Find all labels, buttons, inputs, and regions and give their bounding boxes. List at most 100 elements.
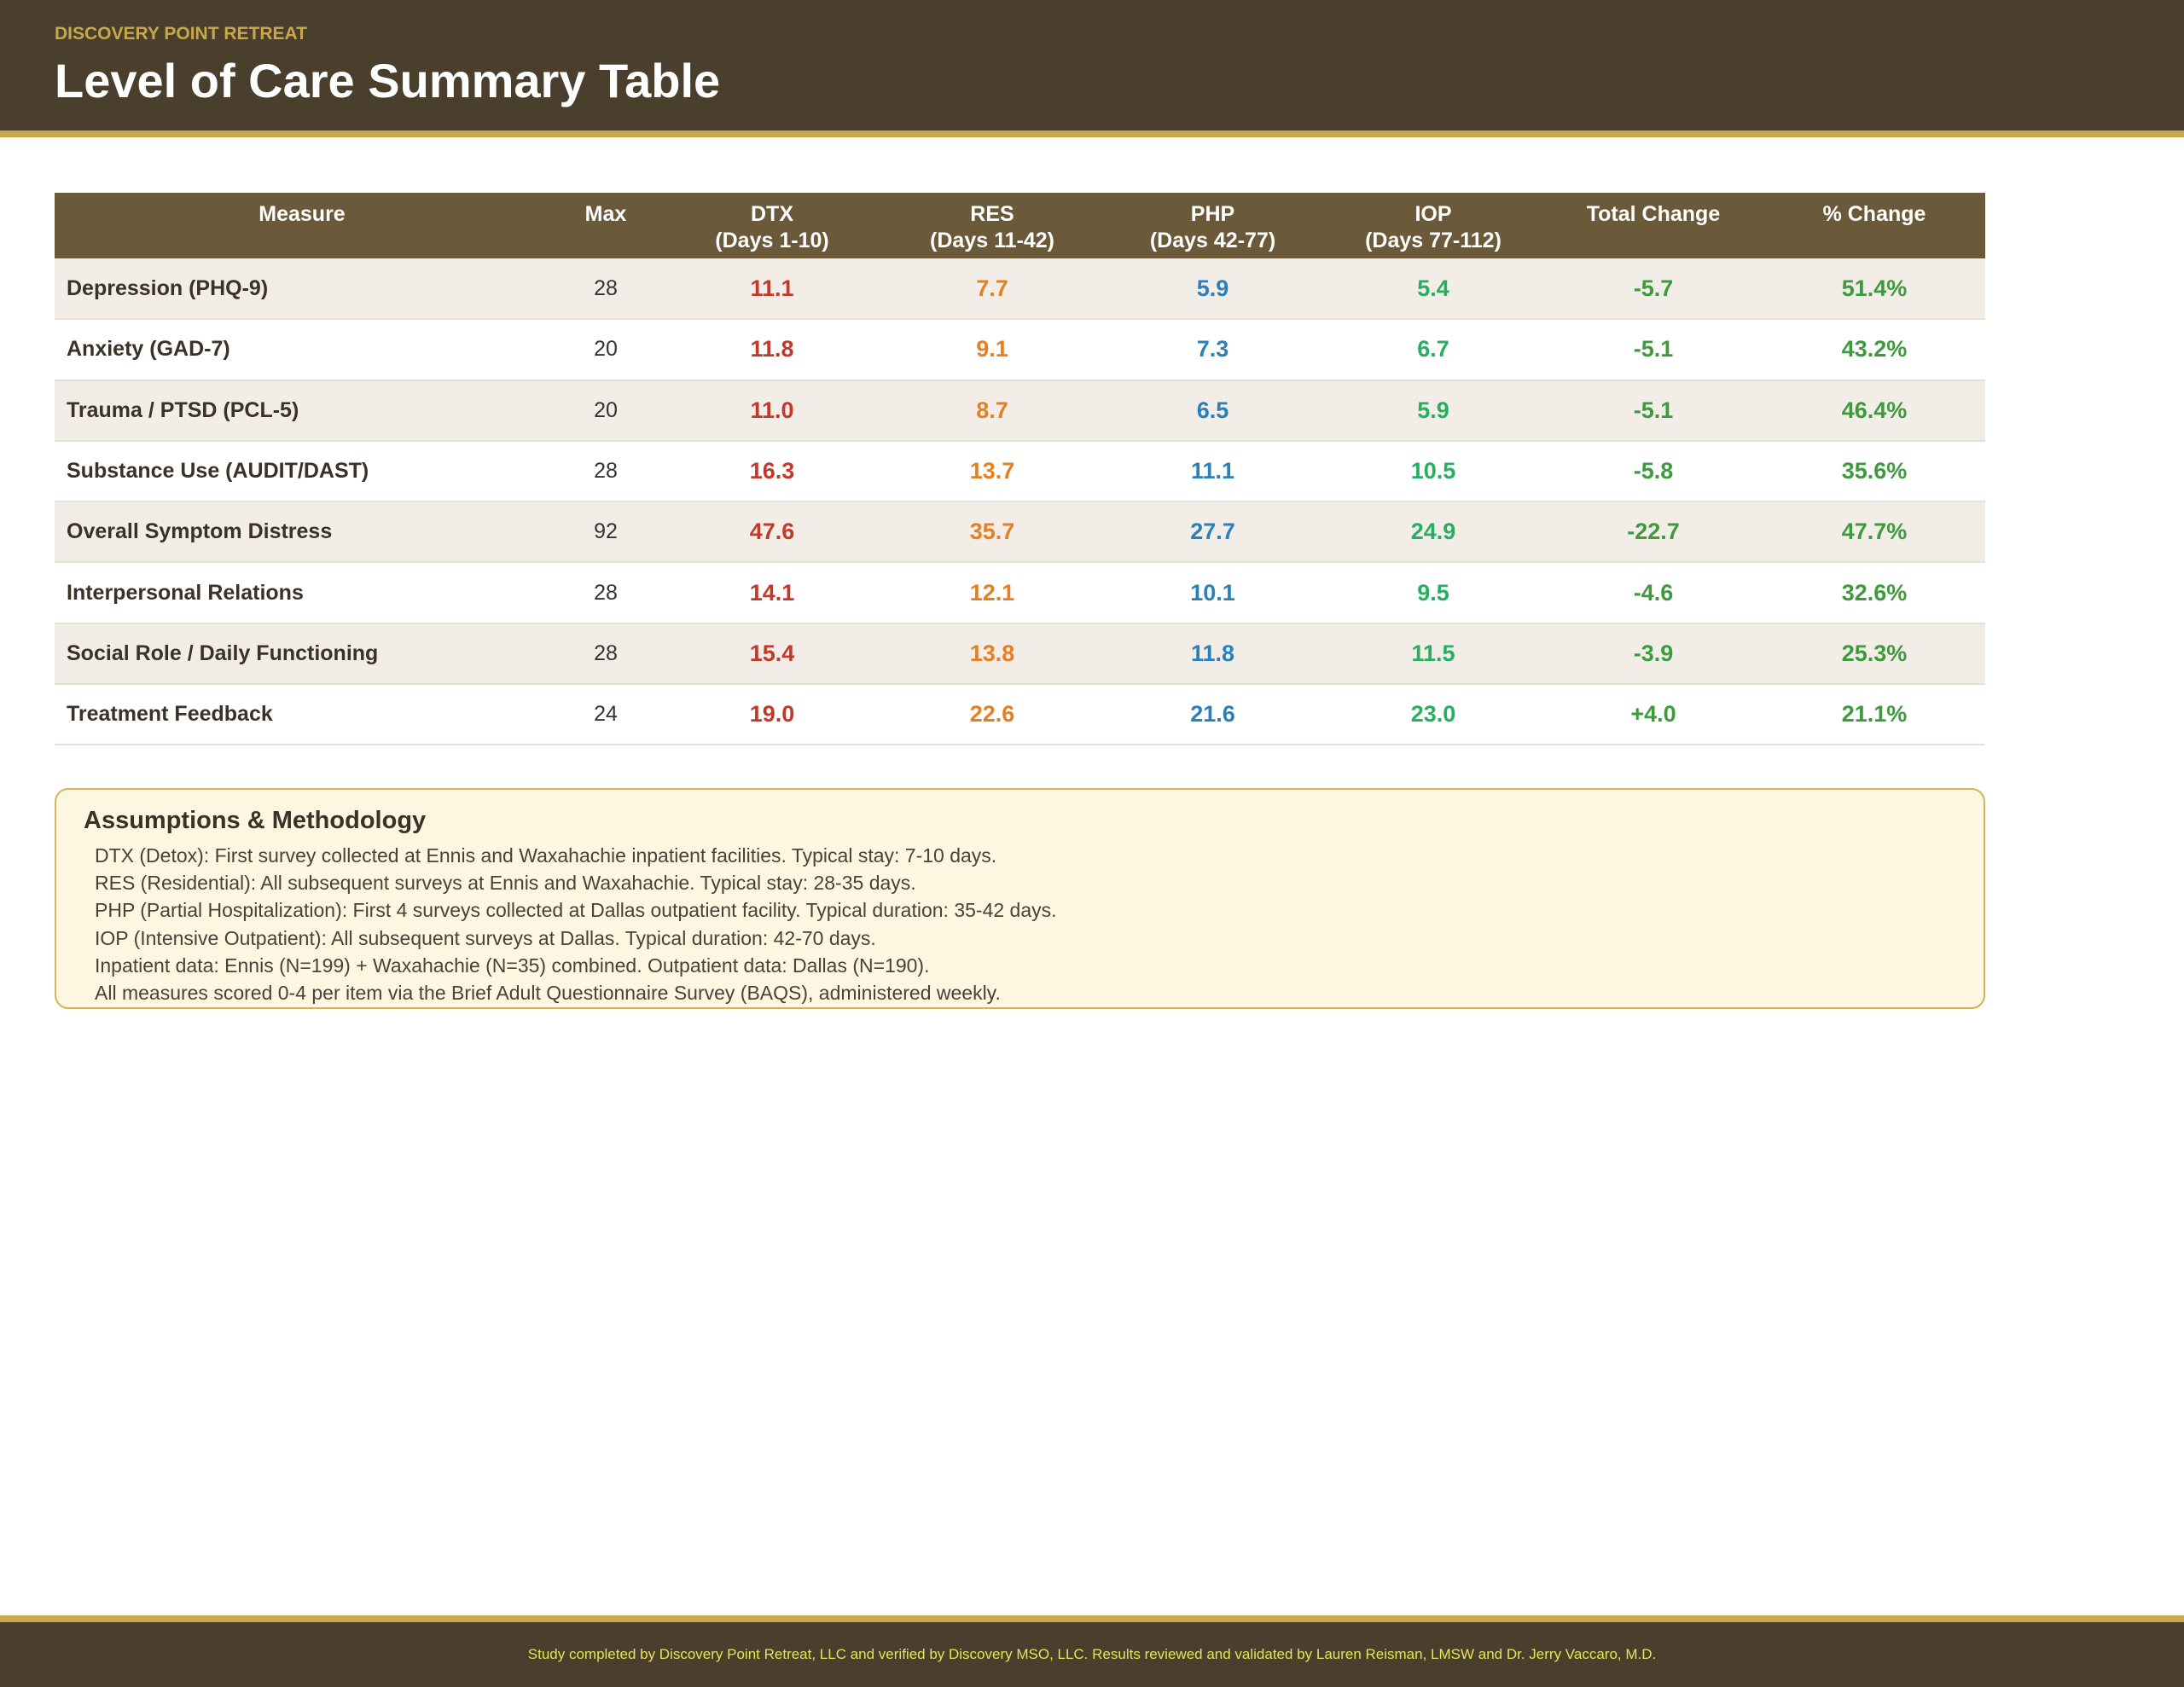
total-change-cell: -3.9 xyxy=(1543,623,1763,686)
table-row: Depression (PHQ-9) 28 11.1 7.7 5.9 5.4 -5.7 51.… xyxy=(55,258,1985,321)
max-cell: 28 xyxy=(549,258,662,321)
measure-cell: Anxiety (GAD-7) xyxy=(55,319,549,381)
iop-cell: 5.4 xyxy=(1323,258,1543,321)
column-header: PHP (Days 42-77) xyxy=(1102,193,1323,258)
res-cell: 9.1 xyxy=(882,319,1102,381)
dtx-cell: 11.0 xyxy=(662,380,882,442)
total-change-cell: -5.1 xyxy=(1543,319,1763,381)
column-header-sublabel: (Days 77-112) xyxy=(1365,229,1502,252)
column-header-label: Measure xyxy=(258,202,346,226)
methodology-line: PHP (Partial Hospitalization): First 4 s… xyxy=(95,899,1057,922)
percent-change-cell: 25.3% xyxy=(1763,623,1985,686)
php-cell: 27.7 xyxy=(1102,501,1323,564)
res-cell: 7.7 xyxy=(882,258,1102,321)
max-cell: 28 xyxy=(549,440,662,503)
php-cell: 11.1 xyxy=(1102,440,1323,503)
column-header-label: RES xyxy=(970,202,1014,226)
dtx-cell: 15.4 xyxy=(662,623,882,686)
total-change-cell: +4.0 xyxy=(1543,684,1763,746)
dtx-cell: 47.6 xyxy=(662,501,882,564)
percent-change-cell: 46.4% xyxy=(1763,380,1985,442)
methodology-line: All measures scored 0-4 per item via the… xyxy=(95,982,1001,1005)
res-cell: 8.7 xyxy=(882,380,1102,442)
percent-change-cell: 35.6% xyxy=(1763,440,1985,503)
footer-divider xyxy=(0,1615,2184,1622)
column-header-sublabel: (Days 1-10) xyxy=(715,229,829,252)
table-row: Overall Symptom Distress 92 47.6 35.7 27.7 24… xyxy=(55,501,1985,564)
footer: Study completed by Discovery Point Retre… xyxy=(0,1622,2184,1687)
dtx-cell: 11.1 xyxy=(662,258,882,321)
measure-cell: Depression (PHQ-9) xyxy=(55,258,549,321)
summary-table: Measure Max DTX (Days 1-10) RES (Days 11-42) P… xyxy=(55,193,1985,746)
iop-cell: 5.9 xyxy=(1323,380,1543,442)
php-cell: 11.8 xyxy=(1102,623,1323,686)
column-header-label: PHP xyxy=(1190,202,1235,226)
max-cell: 92 xyxy=(549,501,662,564)
percent-change-cell: 47.7% xyxy=(1763,501,1985,564)
iop-cell: 10.5 xyxy=(1323,440,1543,503)
table-header-row: Measure Max DTX (Days 1-10) RES (Days 11-42) P… xyxy=(55,193,1985,258)
header-divider xyxy=(0,130,2184,137)
php-cell: 7.3 xyxy=(1102,319,1323,381)
dtx-cell: 16.3 xyxy=(662,440,882,503)
measure-cell: Trauma / PTSD (PCL-5) xyxy=(55,380,549,442)
percent-change-cell: 32.6% xyxy=(1763,562,1985,624)
column-header-label: IOP xyxy=(1414,202,1452,226)
methodology-line: DTX (Detox): First survey collected at E… xyxy=(95,844,997,867)
res-cell: 22.6 xyxy=(882,684,1102,746)
measure-cell: Treatment Feedback xyxy=(55,684,549,746)
column-header: Max xyxy=(549,193,662,258)
total-change-cell: -5.7 xyxy=(1543,258,1763,321)
iop-cell: 23.0 xyxy=(1323,684,1543,746)
iop-cell: 11.5 xyxy=(1323,623,1543,686)
column-header-label: DTX xyxy=(751,202,793,226)
max-cell: 28 xyxy=(549,623,662,686)
methodology-line: IOP (Intensive Outpatient): All subseque… xyxy=(95,926,876,949)
php-cell: 21.6 xyxy=(1102,684,1323,746)
methodology-line: RES (Residential): All subsequent survey… xyxy=(95,872,916,895)
column-header: % Change xyxy=(1763,193,1985,258)
column-header: DTX (Days 1-10) xyxy=(662,193,882,258)
res-cell: 13.8 xyxy=(882,623,1102,686)
max-cell: 20 xyxy=(549,319,662,381)
methodology-line: Inpatient data: Ennis (N=199) + Waxahach… xyxy=(95,954,930,977)
methodology-box: Assumptions & Methodology DTX (Detox): F… xyxy=(55,788,1985,1009)
footer-text: Study completed by Discovery Point Retre… xyxy=(527,1646,1657,1662)
res-cell: 12.1 xyxy=(882,562,1102,624)
table-row: Trauma / PTSD (PCL-5) 20 11.0 8.7 6.5 5.9 -5.1… xyxy=(55,380,1985,442)
iop-cell: 24.9 xyxy=(1323,501,1543,564)
organization-name: DISCOVERY POINT RETREAT xyxy=(55,24,307,43)
column-header: Measure xyxy=(55,193,549,258)
php-cell: 5.9 xyxy=(1102,258,1323,321)
dtx-cell: 11.8 xyxy=(662,319,882,381)
iop-cell: 6.7 xyxy=(1323,319,1543,381)
res-cell: 35.7 xyxy=(882,501,1102,564)
methodology-title: Assumptions & Methodology xyxy=(84,807,427,834)
column-header-label: % Change xyxy=(1822,202,1926,226)
measure-cell: Social Role / Daily Functioning xyxy=(55,623,549,686)
percent-change-cell: 51.4% xyxy=(1763,258,1985,321)
table-row: Social Role / Daily Functioning 28 15.4 13.… xyxy=(55,623,1985,686)
percent-change-cell: 43.2% xyxy=(1763,319,1985,381)
page-title: Level of Care Summary Table xyxy=(55,54,721,107)
percent-change-cell: 21.1% xyxy=(1763,684,1985,746)
column-header: Total Change xyxy=(1543,193,1763,258)
column-header-sublabel: (Days 11-42) xyxy=(930,229,1054,252)
total-change-cell: -4.6 xyxy=(1543,562,1763,624)
total-change-cell: -22.7 xyxy=(1543,501,1763,564)
column-header-label: Max xyxy=(584,202,627,226)
iop-cell: 9.5 xyxy=(1323,562,1543,624)
column-header: RES (Days 11-42) xyxy=(882,193,1102,258)
max-cell: 24 xyxy=(549,684,662,746)
max-cell: 20 xyxy=(549,380,662,442)
table-row: Interpersonal Relations 28 14.1 12.1 10.1 9.5… xyxy=(55,562,1985,624)
column-header-label: Total Change xyxy=(1586,202,1721,226)
total-change-cell: -5.1 xyxy=(1543,380,1763,442)
table-row: Anxiety (GAD-7) 20 11.8 9.1 7.3 6.7 -5.1 43.2% xyxy=(55,319,1985,381)
measure-cell: Overall Symptom Distress xyxy=(55,501,549,564)
column-header: IOP (Days 77-112) xyxy=(1323,193,1543,258)
table-row: Treatment Feedback 24 19.0 22.6 21.6 23.0 +4.0… xyxy=(55,684,1985,746)
column-header-sublabel: (Days 42-77) xyxy=(1149,229,1276,252)
measure-cell: Substance Use (AUDIT/DAST) xyxy=(55,440,549,503)
page-header: DISCOVERY POINT RETREAT Level of Care Su… xyxy=(0,0,2184,130)
